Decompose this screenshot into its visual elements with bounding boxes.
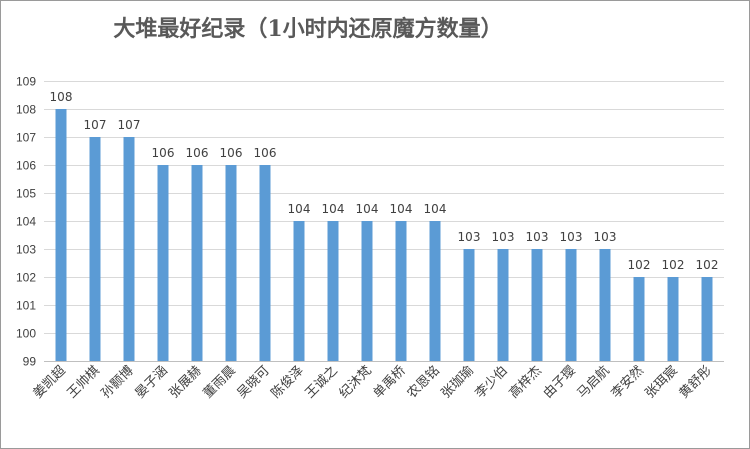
- y-tick-label: 105: [16, 187, 36, 201]
- y-tick-label: 103: [16, 243, 36, 257]
- y-tick-label: 108: [16, 103, 36, 117]
- bar: [633, 277, 645, 361]
- bar: [327, 221, 339, 361]
- x-tick-label: 单禹桥: [371, 363, 409, 401]
- bar: [259, 165, 271, 361]
- y-tick-label: 99: [23, 355, 37, 369]
- x-axis-ticks: 姜凯超王帅棋孙颢博晏子涵张展赫董雨晨吴晓可陈俊泽王诚之纪沐梵单禹桥农恩铭张珈瑜李…: [31, 363, 715, 402]
- data-label: 106: [186, 146, 209, 160]
- bar: [429, 221, 441, 361]
- x-tick-label: 张珈瑜: [439, 363, 477, 401]
- x-tick-label: 姜凯超: [31, 363, 69, 401]
- data-label: 104: [356, 202, 379, 216]
- bar: [89, 137, 101, 361]
- x-tick-label: 吴晓可: [235, 363, 273, 401]
- y-axis-ticks: 99 100 101 102 103 104 105 106 107 108 109: [16, 75, 36, 369]
- data-label: 104: [322, 202, 345, 216]
- data-label: 106: [152, 146, 175, 160]
- x-tick-label: 马启航: [574, 363, 613, 402]
- bar: [191, 165, 203, 361]
- bar: [667, 277, 679, 361]
- data-label: 103: [594, 230, 617, 244]
- bar: [395, 221, 407, 361]
- y-tick-label: 101: [16, 299, 36, 313]
- data-label: 107: [118, 118, 141, 132]
- gridlines: [44, 81, 724, 334]
- x-tick-label: 王帅棋: [65, 363, 103, 401]
- bar: [497, 249, 509, 361]
- data-label: 108: [50, 90, 73, 104]
- x-tick-label: 高梓杰: [506, 363, 545, 402]
- bar: [361, 221, 373, 361]
- bar: [225, 165, 237, 361]
- bar: [123, 137, 135, 361]
- data-label: 104: [424, 202, 447, 216]
- x-tick-label: 李安然: [608, 363, 647, 402]
- data-label: 104: [288, 202, 311, 216]
- x-tick-label: 农恩铭: [405, 363, 443, 401]
- bar: [565, 249, 577, 361]
- bar: [293, 221, 305, 361]
- x-tick-label: 李少伯: [473, 363, 511, 401]
- x-tick-label: 孙颢博: [99, 363, 137, 401]
- y-tick-label: 100: [16, 327, 36, 341]
- data-label: 106: [254, 146, 277, 160]
- bar: [531, 249, 543, 361]
- data-labels: 108 107 107 106 106 106 106 104 104 104 104 104 103 1…: [50, 90, 719, 272]
- data-label: 103: [526, 230, 549, 244]
- y-tick-label: 107: [16, 131, 36, 145]
- bar: [55, 109, 67, 361]
- bars: [55, 109, 713, 361]
- data-label: 106: [220, 146, 243, 160]
- y-tick-label: 109: [16, 75, 36, 89]
- data-label: 102: [662, 258, 685, 272]
- x-tick-label: 黄舒彤: [677, 363, 715, 401]
- x-tick-label: 由子璎: [541, 363, 579, 401]
- data-label: 104: [390, 202, 413, 216]
- x-tick-label: 晏子涵: [133, 363, 171, 401]
- x-tick-label: 纪沐梵: [337, 363, 375, 401]
- x-tick-label: 陈俊泽: [268, 363, 307, 402]
- data-label: 102: [696, 258, 719, 272]
- y-tick-label: 104: [16, 215, 36, 229]
- data-label: 103: [560, 230, 583, 244]
- data-label: 103: [458, 230, 481, 244]
- y-tick-label: 106: [16, 159, 36, 173]
- x-tick-label: 王诚之: [303, 363, 341, 401]
- bar: [157, 165, 169, 361]
- x-tick-label: 张珥宸: [642, 363, 681, 402]
- x-tick-label: 张展赫: [167, 363, 205, 401]
- y-tick-label: 102: [16, 271, 36, 285]
- data-label: 107: [84, 118, 107, 132]
- bar: [701, 277, 713, 361]
- chart-title: 大堆最好纪录（1小时内还原魔方数量）: [113, 16, 502, 42]
- bar: [463, 249, 475, 361]
- data-label: 103: [492, 230, 515, 244]
- bar: [599, 249, 611, 361]
- data-label: 102: [628, 258, 651, 272]
- x-tick-label: 董雨晨: [201, 363, 239, 401]
